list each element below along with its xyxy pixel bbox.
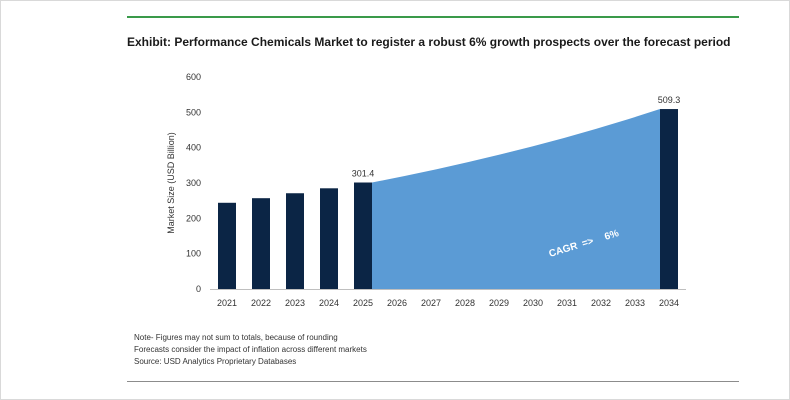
data-labels: 301.4 509.3	[352, 95, 681, 178]
bar-2022	[252, 198, 270, 289]
x-tick-label: 2028	[455, 298, 475, 308]
x-tick-label: 2031	[557, 298, 577, 308]
forecast-area-fill	[372, 109, 660, 289]
bar-2034	[660, 109, 678, 289]
footnote-source: Source: USD Analytics Proprietary Databa…	[134, 357, 297, 366]
x-tick-label: 2024	[319, 298, 339, 308]
y-tick-label: 100	[186, 249, 201, 259]
x-axis: 2021 2022 2023 2024 2025 2026 2027 2028 2029 2030…	[210, 289, 686, 308]
x-tick-label: 2030	[523, 298, 543, 308]
forecast-area	[372, 109, 660, 289]
y-tick-label: 500	[186, 107, 201, 117]
y-tick-label: 400	[186, 143, 201, 153]
x-tick-label: 2027	[421, 298, 441, 308]
y-axis: 0 100 200 300 400 500 600	[186, 72, 201, 294]
x-tick-label: 2022	[251, 298, 271, 308]
x-tick-label: 2026	[387, 298, 407, 308]
bar-2025	[354, 182, 372, 289]
data-label-2034: 509.3	[658, 95, 681, 105]
bar-2021	[218, 202, 236, 289]
x-tick-label: 2032	[591, 298, 611, 308]
y-tick-label: 200	[186, 213, 201, 223]
data-label-2025: 301.4	[352, 169, 375, 179]
x-tick-label: 2021	[217, 298, 237, 308]
x-tick-label: 2033	[625, 298, 645, 308]
footnote-inflation: Forecasts consider the impact of inflati…	[134, 345, 367, 354]
x-tick-label: 2023	[285, 298, 305, 308]
footnotes: Note- Figures may not sum to totals, bec…	[134, 332, 367, 368]
cagr-arrow: =>	[581, 236, 596, 250]
y-tick-label: 300	[186, 178, 201, 188]
top-divider	[127, 16, 739, 18]
y-tick-label: 600	[186, 72, 201, 82]
x-tick-label: 2029	[489, 298, 509, 308]
chart-title: Exhibit: Performance Chemicals Market to…	[127, 35, 731, 49]
bottom-divider	[127, 381, 739, 382]
bar-2024	[320, 188, 338, 289]
bars	[218, 109, 678, 289]
footnote-rounding: Note- Figures may not sum to totals, bec…	[134, 333, 338, 342]
y-axis-label: Market Size (USD Billion)	[166, 132, 176, 234]
x-tick-label: 2034	[659, 298, 679, 308]
y-tick-label: 0	[196, 284, 201, 294]
bar-2023	[286, 193, 304, 289]
cagr-value: 6%	[603, 228, 620, 243]
x-tick-label: 2025	[353, 298, 373, 308]
